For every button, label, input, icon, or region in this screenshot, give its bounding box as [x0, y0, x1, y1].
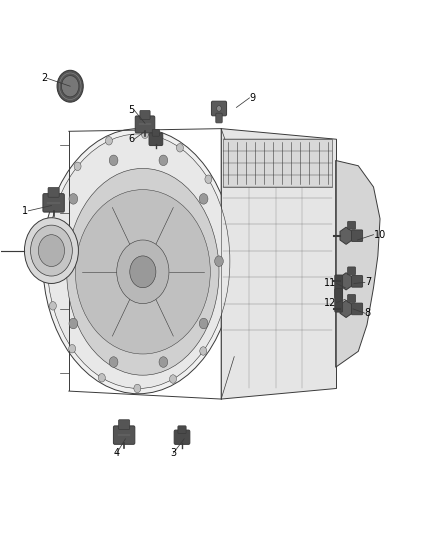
- FancyBboxPatch shape: [140, 110, 150, 119]
- Circle shape: [205, 175, 212, 183]
- Ellipse shape: [43, 128, 234, 394]
- FancyBboxPatch shape: [351, 303, 363, 315]
- Circle shape: [99, 374, 105, 382]
- Circle shape: [217, 106, 221, 111]
- FancyBboxPatch shape: [348, 295, 356, 302]
- Text: 7: 7: [365, 277, 371, 287]
- Circle shape: [159, 155, 168, 166]
- Circle shape: [199, 193, 208, 204]
- Text: 9: 9: [250, 93, 256, 103]
- Text: 5: 5: [128, 105, 134, 115]
- FancyBboxPatch shape: [178, 426, 186, 433]
- Text: 8: 8: [365, 308, 371, 318]
- Circle shape: [53, 203, 59, 211]
- Circle shape: [39, 235, 64, 266]
- FancyBboxPatch shape: [119, 419, 130, 430]
- Circle shape: [57, 70, 83, 102]
- FancyBboxPatch shape: [348, 267, 356, 275]
- Ellipse shape: [47, 134, 230, 389]
- FancyBboxPatch shape: [149, 133, 163, 146]
- Text: 11: 11: [324, 278, 336, 288]
- Circle shape: [49, 302, 57, 310]
- FancyBboxPatch shape: [152, 130, 159, 136]
- Circle shape: [75, 190, 210, 354]
- Circle shape: [106, 136, 113, 145]
- Circle shape: [109, 155, 118, 166]
- Circle shape: [130, 256, 156, 288]
- Circle shape: [69, 193, 78, 204]
- Polygon shape: [340, 227, 352, 244]
- FancyBboxPatch shape: [216, 113, 222, 123]
- Circle shape: [69, 344, 76, 353]
- Circle shape: [61, 76, 79, 97]
- Text: 2: 2: [41, 73, 47, 83]
- FancyBboxPatch shape: [174, 430, 190, 445]
- Circle shape: [53, 256, 62, 266]
- Circle shape: [200, 347, 207, 355]
- Circle shape: [69, 318, 78, 329]
- FancyBboxPatch shape: [113, 426, 135, 445]
- FancyBboxPatch shape: [48, 188, 59, 197]
- Polygon shape: [336, 160, 380, 367]
- Circle shape: [215, 256, 223, 266]
- Text: 12: 12: [324, 297, 336, 308]
- Circle shape: [74, 162, 81, 171]
- Polygon shape: [340, 300, 352, 318]
- Circle shape: [199, 318, 208, 329]
- FancyBboxPatch shape: [348, 221, 356, 229]
- Circle shape: [170, 375, 177, 383]
- FancyBboxPatch shape: [351, 276, 363, 287]
- Text: 3: 3: [170, 448, 177, 458]
- Polygon shape: [223, 139, 332, 187]
- Ellipse shape: [67, 168, 219, 375]
- Circle shape: [109, 357, 118, 367]
- FancyBboxPatch shape: [335, 275, 343, 298]
- FancyBboxPatch shape: [335, 289, 343, 312]
- Text: 4: 4: [113, 448, 120, 458]
- FancyBboxPatch shape: [135, 116, 155, 133]
- FancyBboxPatch shape: [351, 230, 363, 241]
- Circle shape: [134, 384, 141, 393]
- Circle shape: [44, 252, 51, 260]
- Circle shape: [177, 143, 184, 152]
- Polygon shape: [221, 128, 336, 399]
- Text: 10: 10: [374, 230, 386, 240]
- FancyBboxPatch shape: [212, 101, 226, 116]
- Circle shape: [31, 225, 72, 276]
- Text: 1: 1: [22, 206, 28, 216]
- Circle shape: [141, 130, 148, 139]
- Circle shape: [159, 357, 168, 367]
- FancyBboxPatch shape: [43, 193, 64, 212]
- Circle shape: [117, 240, 169, 304]
- Text: 6: 6: [128, 134, 134, 144]
- Polygon shape: [340, 273, 352, 290]
- Circle shape: [25, 217, 78, 284]
